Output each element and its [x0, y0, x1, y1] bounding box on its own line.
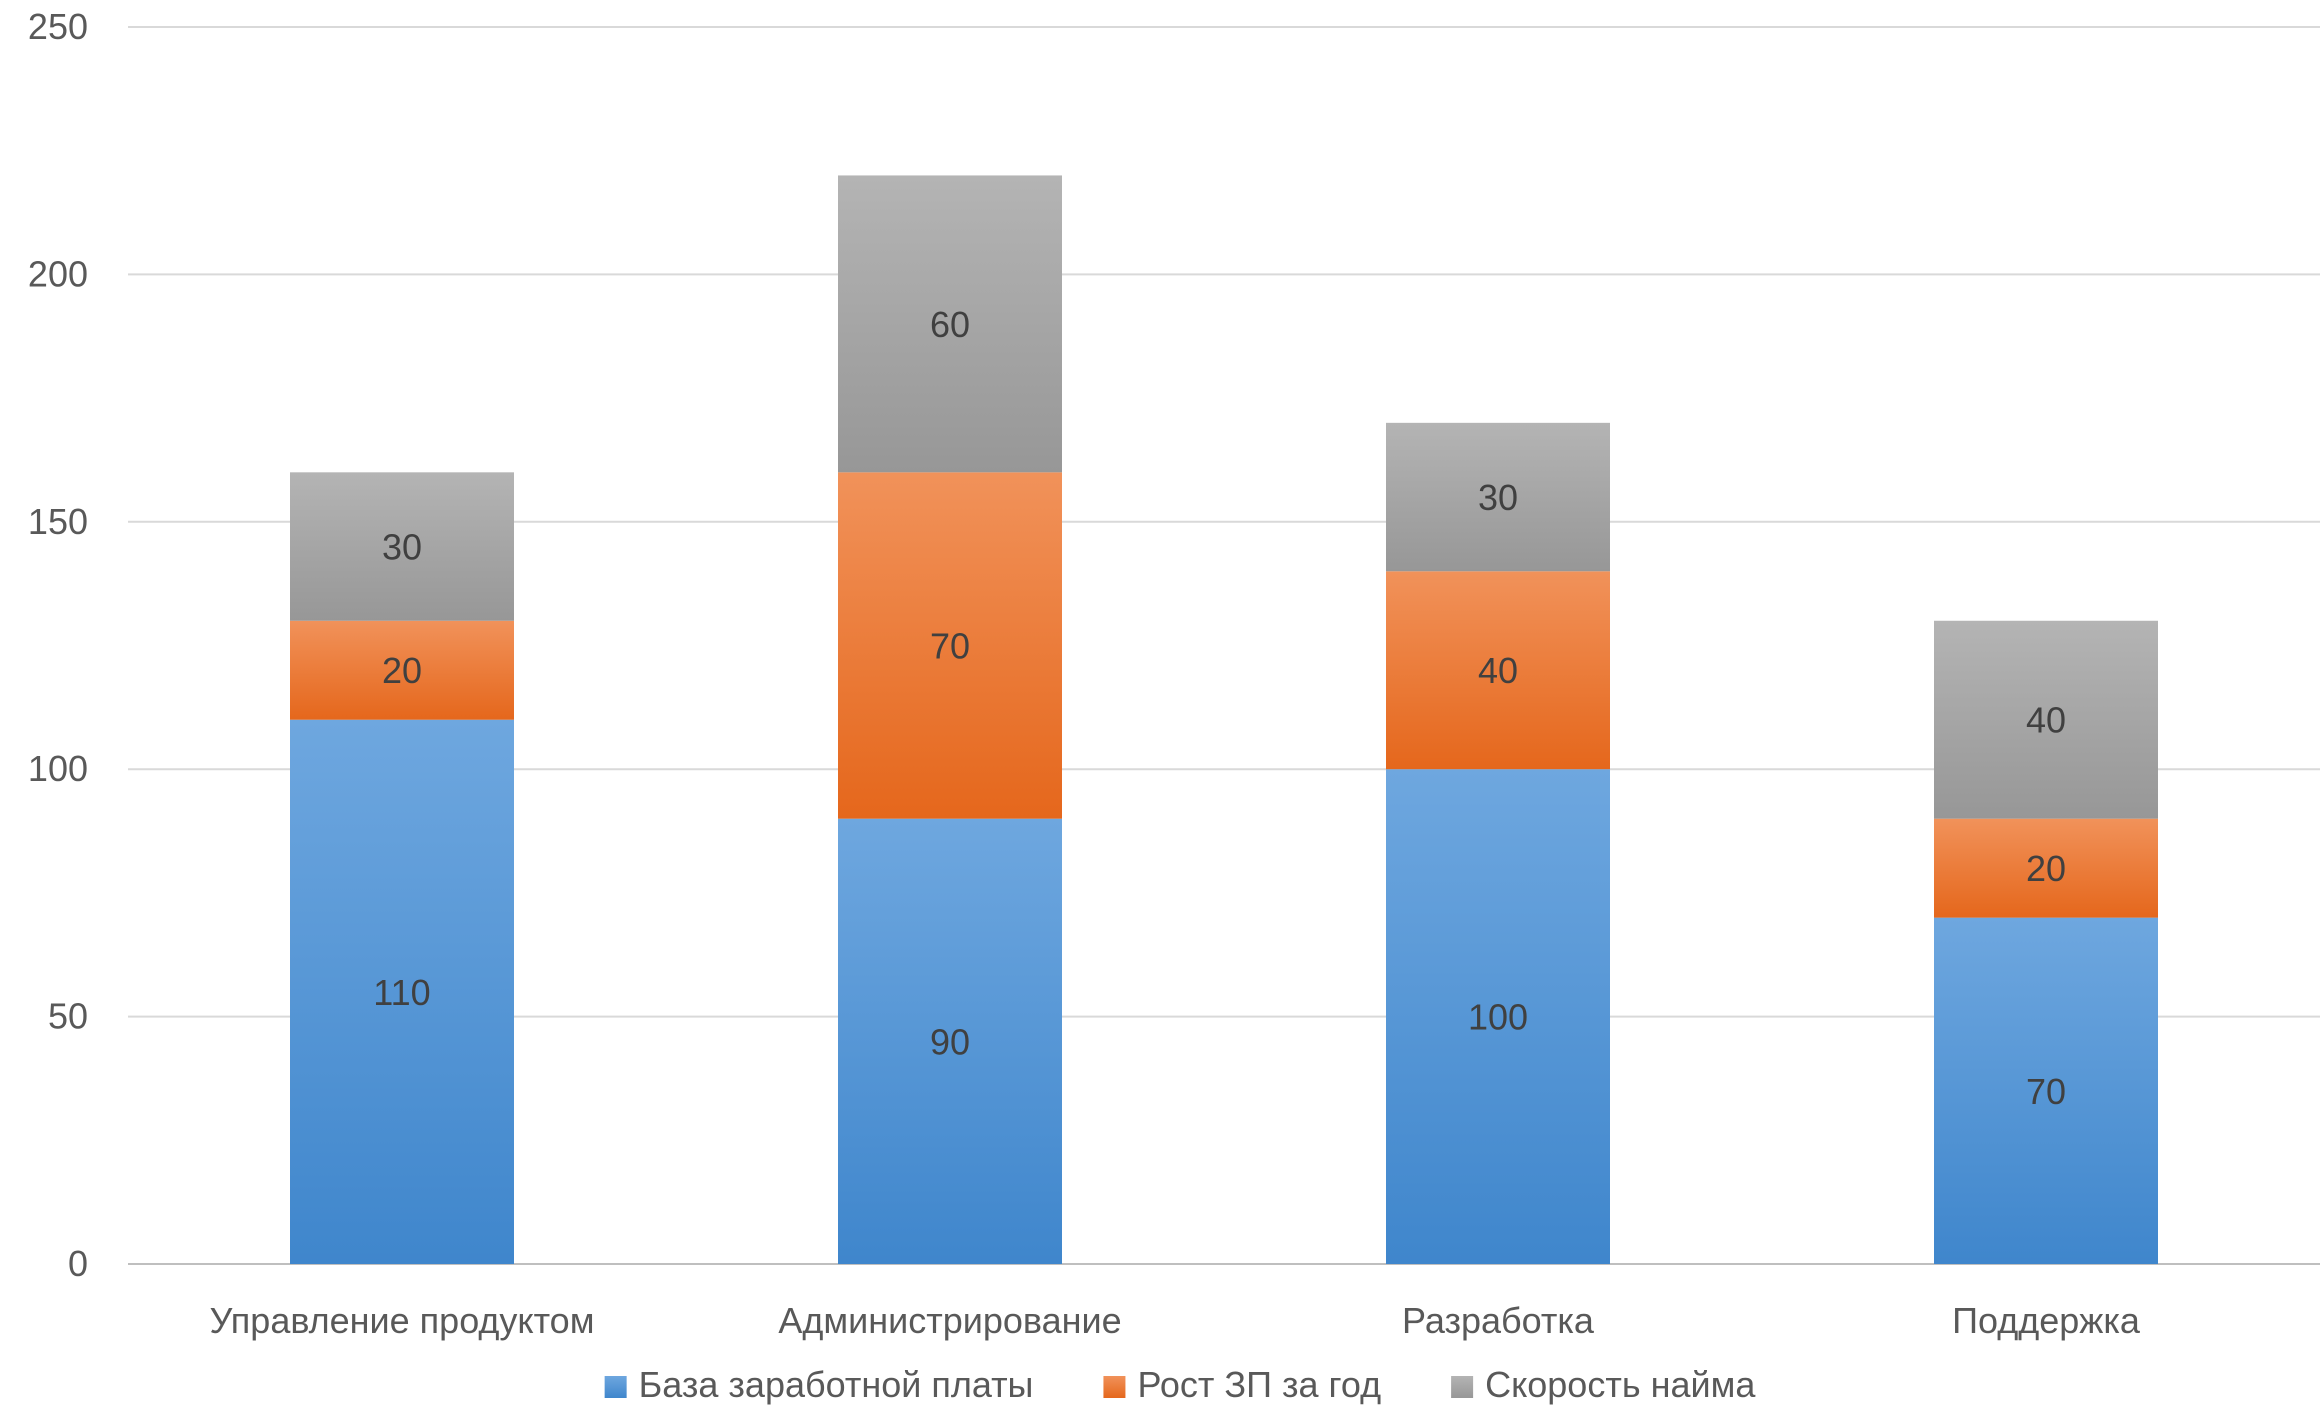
bar-segment	[1934, 917, 2158, 1264]
y-tick-label: 50	[48, 996, 88, 1037]
legend-swatch	[1103, 1376, 1126, 1398]
bar-segment	[1386, 422, 1610, 572]
data-label: 90	[930, 1021, 970, 1062]
x-axis: Управление продуктом Администрирование Раз…	[210, 1300, 2141, 1341]
y-tick-label: 250	[28, 6, 88, 47]
y-axis: 0 50 100 150 200 250	[28, 6, 88, 1284]
bar-segment	[838, 175, 1062, 473]
data-label: 30	[1478, 477, 1518, 518]
data-label: 40	[2026, 700, 2066, 741]
legend-label: База заработной платы	[639, 1364, 1034, 1405]
bar-segment	[838, 472, 1062, 819]
bar-segment	[1386, 769, 1610, 1264]
data-label: 70	[930, 626, 970, 667]
data-label: 70	[2026, 1071, 2066, 1112]
bars	[290, 175, 2158, 1264]
bar-segment	[1386, 571, 1610, 770]
x-tick-label: Администрирование	[778, 1300, 1121, 1341]
bar-segment	[290, 719, 514, 1264]
data-labels: 110 20 30 90 70 60 100 40 30 70 20 40	[373, 304, 2066, 1112]
data-label: 20	[2026, 848, 2066, 889]
y-tick-label: 100	[28, 748, 88, 789]
bar-segment	[1934, 818, 2158, 918]
bar-segment	[290, 620, 514, 720]
data-label: 20	[382, 650, 422, 691]
bar-segment	[290, 472, 514, 621]
legend: База заработной платы Рост ЗП за год Скоро…	[604, 1364, 1756, 1405]
y-tick-label: 150	[28, 501, 88, 542]
bar-segment	[838, 818, 1062, 1264]
data-label: 60	[930, 304, 970, 345]
legend-label: Скорость найма	[1485, 1364, 1756, 1405]
x-tick-label: Разработка	[1402, 1300, 1595, 1341]
x-tick-label: Управление продуктом	[210, 1300, 595, 1341]
data-label: 110	[373, 972, 430, 1013]
data-label: 100	[1468, 997, 1528, 1038]
y-tick-label: 0	[68, 1243, 88, 1284]
y-tick-label: 200	[28, 253, 88, 294]
legend-label: Рост ЗП за год	[1137, 1364, 1381, 1405]
bar-segment	[1934, 620, 2158, 819]
data-label: 30	[382, 527, 422, 568]
legend-swatch	[1451, 1376, 1474, 1398]
legend-swatch	[604, 1376, 627, 1398]
data-label: 40	[1478, 650, 1518, 691]
x-tick-label: Поддержка	[1952, 1300, 2141, 1341]
